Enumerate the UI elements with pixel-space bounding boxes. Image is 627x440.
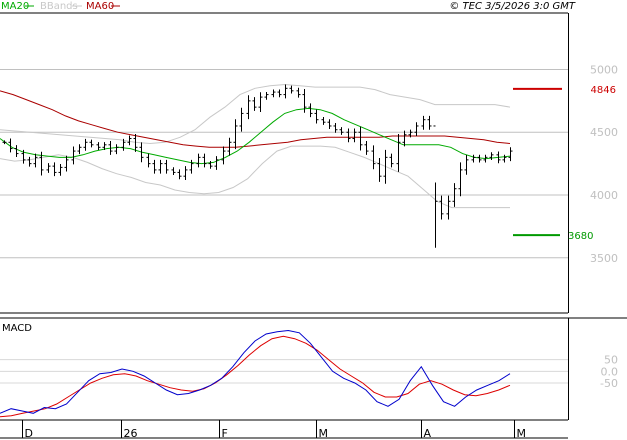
price-tick-label: 4000 [590,189,618,202]
chart-legend: MA20 BBands MA60 [1,1,120,12]
bbands-lower-line [0,145,510,209]
legend-ma20-label: MA20 [1,1,29,12]
x-axis-label: F [222,427,228,440]
legend-ma60-label: MA60 [86,1,114,12]
price-tick-label: 3500 [590,252,618,265]
macd-tick-label: -50 [600,377,618,390]
x-axis-label: M [319,427,329,440]
x-axis-label: A [424,427,432,440]
x-axis-label: 26 [124,427,138,440]
macd-tick-label: 0.0 [601,365,619,378]
resistance-label: 4846 [591,85,616,96]
x-axis-label: D [25,427,33,440]
price-tick-label: 5000 [590,63,618,76]
support-label: 3680 [568,231,593,242]
chart-timestamp: © TEC 3/5/2026 3:0 GMT [449,1,576,12]
macd-panel-title: MACD [2,323,32,334]
legend-bbands-label: BBands [40,1,78,12]
x-axis-label: M [517,427,527,440]
macd-tick-label: 50 [604,354,618,367]
ma60-line [0,90,511,148]
macd-line [0,329,511,414]
price-tick-label: 4500 [590,126,618,139]
ma20-line [0,107,511,165]
macd-signal-line [0,335,511,418]
bbands-upper-line [0,83,511,145]
